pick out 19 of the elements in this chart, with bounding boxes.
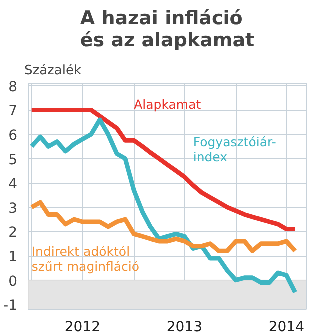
y-tick-label: 8 [8, 79, 18, 96]
y-tick-label: 3 [8, 200, 18, 217]
series-label: Indirekt adóktól szűrt maginfláció [32, 244, 140, 274]
y-tick-label: 7 [8, 104, 18, 120]
y-tick-label: 5 [8, 152, 18, 168]
y-tick-label: 1 [8, 250, 18, 266]
x-tick-label: 2012 [64, 320, 101, 334]
y-tick-label: 0 [8, 274, 18, 290]
y-tick-label: 2 [8, 225, 18, 242]
y-axis-title: Százalék [24, 64, 82, 78]
y-tick-label: 4 [8, 176, 18, 193]
x-tick-label: 2014 [268, 320, 305, 334]
y-tick-label: 6 [8, 128, 18, 144]
chart-title: A hazai infláció és az alapkamat [80, 8, 255, 52]
y-tick-label: -1 [4, 298, 18, 314]
x-tick-label: 2013 [166, 320, 203, 334]
series-label: Alapkamat [134, 96, 202, 112]
line-series [30, 118, 298, 295]
text: Fogyasztóiár-index [193, 134, 276, 165]
